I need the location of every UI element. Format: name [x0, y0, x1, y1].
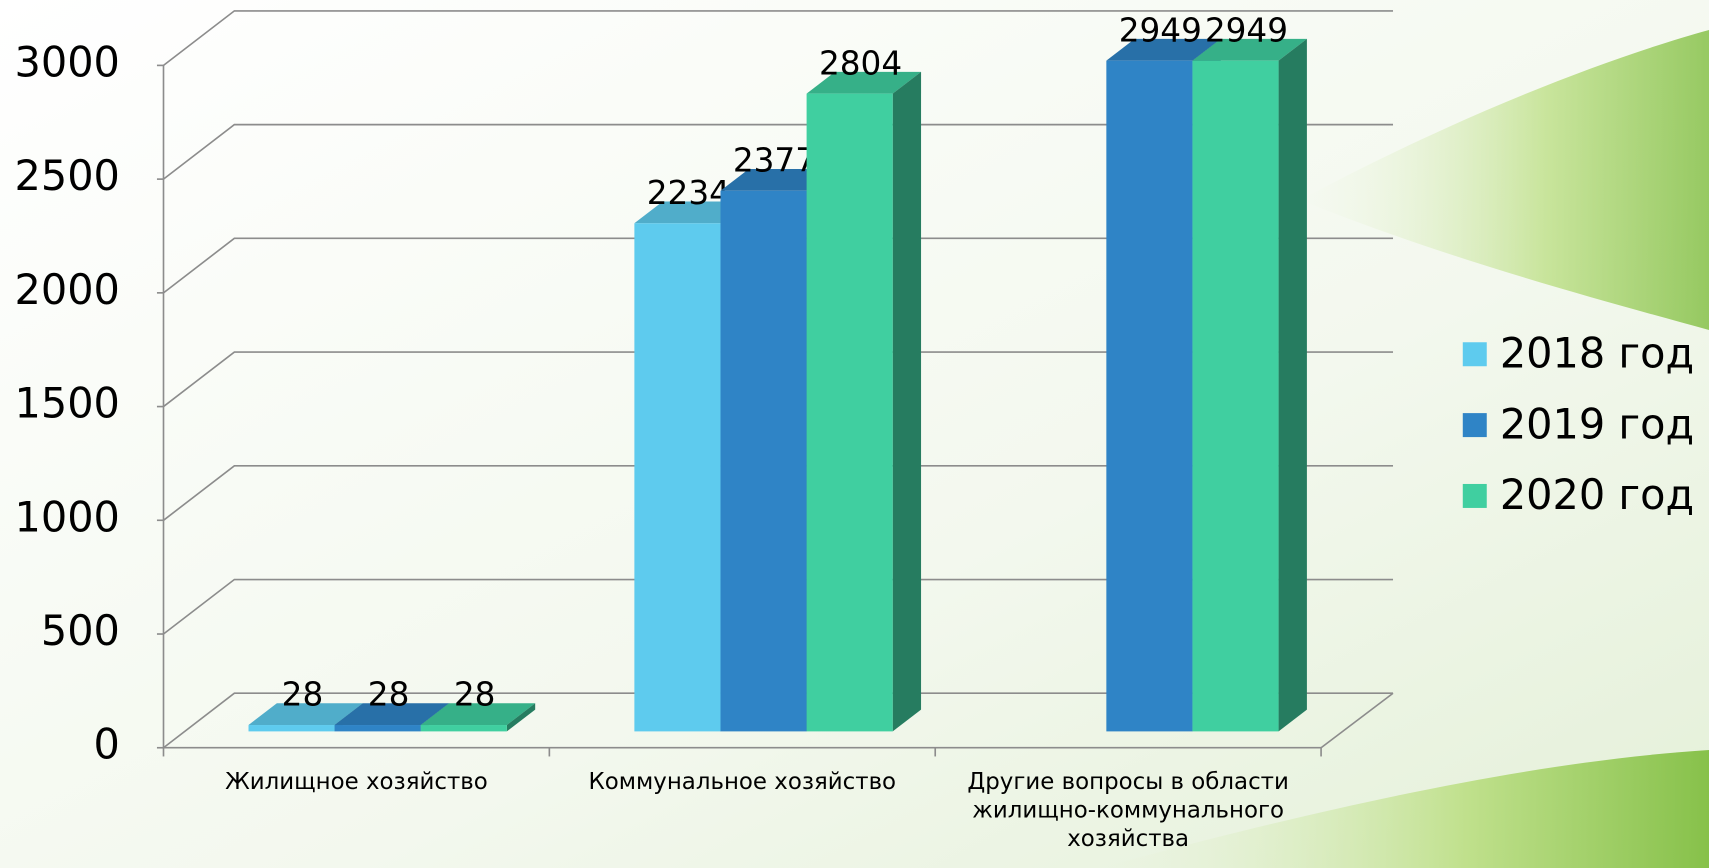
y-tick-label: 2000 [15, 266, 120, 314]
grid-line [163, 237, 1394, 294]
grid-line [163, 578, 1394, 635]
y-tick-label: 500 [41, 607, 120, 655]
bar-top [334, 703, 450, 726]
bar-top [806, 71, 922, 94]
x-label-box: Другие вопросы в области жилищно-коммуна… [967, 768, 1289, 852]
floor-edge [1320, 692, 1394, 749]
y-tick-label: 1000 [15, 493, 120, 541]
bar-top [1106, 38, 1221, 61]
data-label: 2234 [647, 174, 730, 212]
data-label: 28 [368, 676, 410, 714]
legend-label: 2020 год [1500, 471, 1694, 519]
x-tick-label: Жилищное хозяйство [225, 768, 488, 795]
y-tick-label: 3000 [15, 38, 120, 86]
data-label: 2949 [1205, 11, 1288, 49]
grid-line [163, 464, 1394, 521]
data-label: 2377 [733, 141, 816, 179]
data-label: 2804 [819, 44, 902, 82]
x-label-box: Жилищное хозяйство [225, 768, 488, 795]
legend-swatch [1462, 413, 1487, 438]
decor [1100, 750, 1709, 868]
bar [1106, 60, 1193, 732]
plot: 0 500 1000 1500 2000 2500 3000 Жилищное хозяйст… [15, 10, 1694, 852]
bar [334, 725, 421, 732]
grid-line [163, 692, 1394, 749]
y-tick-label: 1500 [15, 380, 120, 428]
bar [420, 725, 507, 732]
bar [248, 725, 335, 732]
legend-swatch [1462, 483, 1487, 508]
y-tick-label: 0 [94, 721, 120, 769]
bar-top [1192, 38, 1307, 61]
legend-label: 2018 год [1500, 329, 1694, 377]
x-label-box: Коммунальное хозяйство [588, 768, 897, 795]
bar-top [720, 168, 835, 191]
bar [1192, 60, 1279, 732]
bar-top [420, 703, 536, 726]
y-tick-label: 2500 [15, 152, 120, 200]
decor [1300, 30, 1709, 330]
legend-swatch [1462, 342, 1487, 367]
grid-line [163, 123, 1394, 180]
data-label: 28 [282, 676, 324, 714]
grid-line [163, 351, 1394, 408]
bar-side [892, 71, 922, 732]
data-label: 28 [454, 676, 496, 714]
x-tick-label: Другие вопросы в области жилищно-коммуна… [967, 768, 1289, 852]
bar-side [1278, 38, 1307, 732]
bar-side [506, 703, 536, 732]
x-tick-label: Коммунальное хозяйство [588, 768, 897, 795]
bar [720, 190, 807, 732]
bar-top [248, 703, 363, 726]
data-label: 2949 [1119, 11, 1202, 49]
bar [806, 93, 893, 732]
bar [634, 223, 721, 732]
bar-top [634, 201, 749, 224]
grid-line [163, 10, 1394, 67]
legend-label: 2019 год [1500, 400, 1694, 448]
